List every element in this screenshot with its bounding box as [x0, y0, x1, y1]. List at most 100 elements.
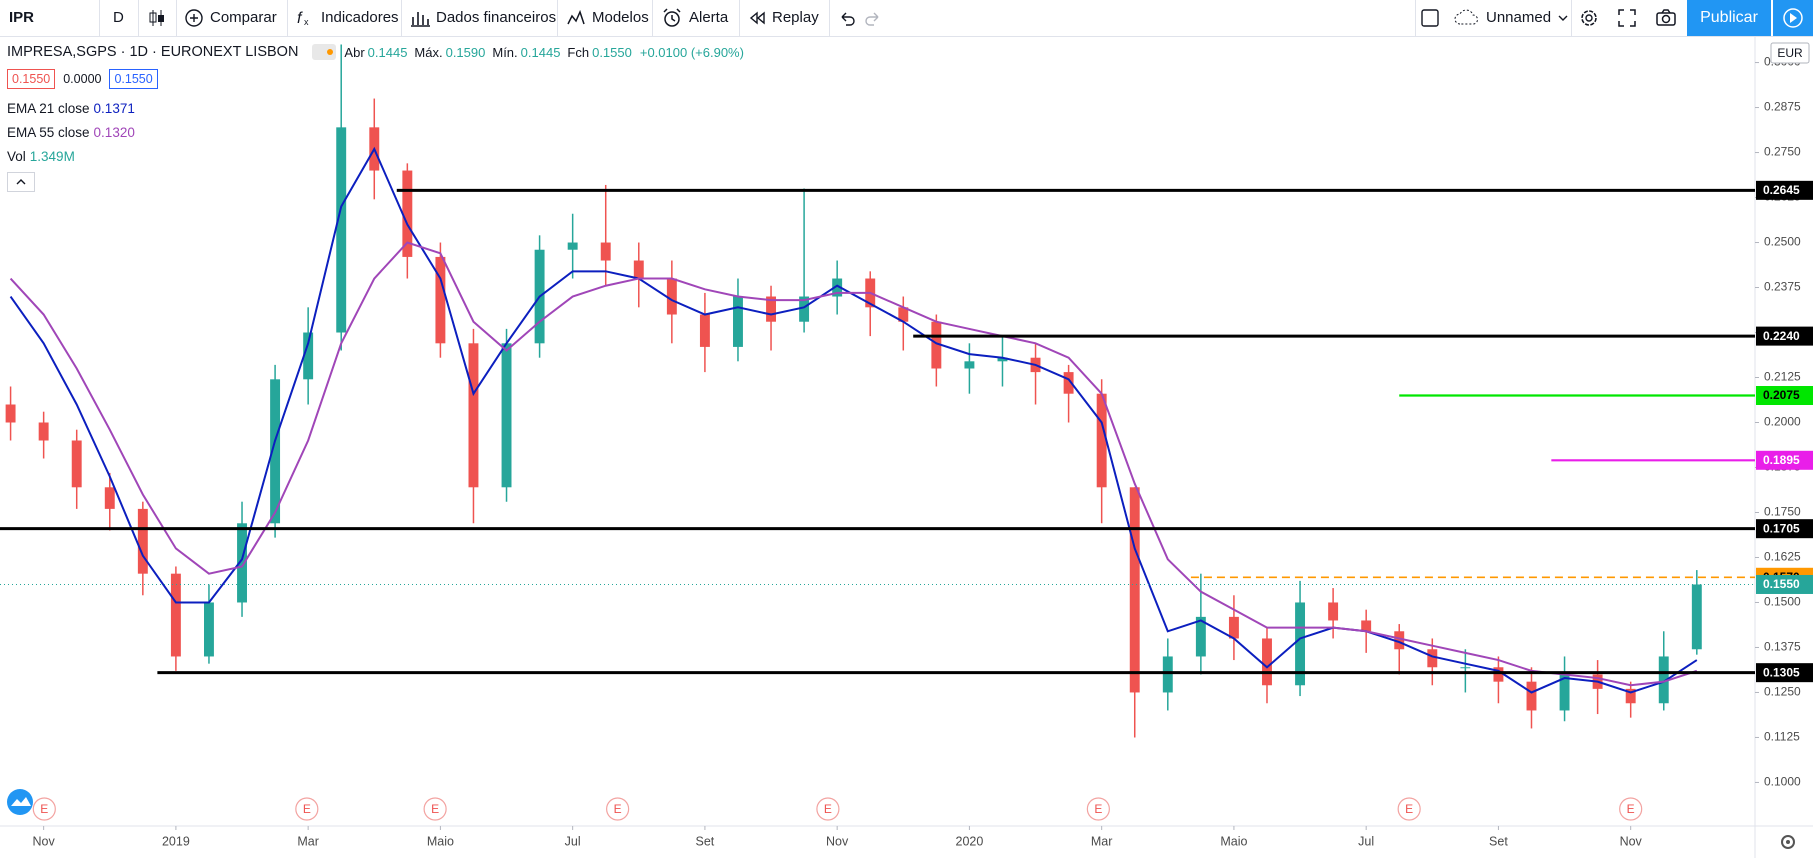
level-label: 0.2075: [1763, 388, 1800, 402]
event-label: E: [1094, 802, 1102, 816]
x-tick-label: Mar: [297, 834, 319, 848]
compare-label: Comparar: [210, 9, 277, 26]
event-label: E: [40, 802, 48, 816]
ohlc-label: Mín.: [492, 44, 518, 60]
ohlc-label: Fch: [567, 44, 590, 60]
redo-button[interactable]: [864, 0, 882, 36]
x-tick-label: Mar: [1091, 834, 1113, 848]
collapse-button[interactable]: [7, 172, 35, 192]
candle-body: [336, 127, 347, 333]
bid-box[interactable]: 0.1550: [7, 69, 56, 89]
event-label: E: [614, 802, 622, 816]
candle-body: [699, 314, 710, 347]
ema21-value: 0.1371: [93, 101, 135, 116]
settings-button[interactable]: [1578, 0, 1600, 36]
layout-toggle[interactable]: [1420, 0, 1440, 36]
layout-label: Unnamed: [1486, 9, 1552, 26]
event-label: E: [303, 802, 311, 816]
event-marker: [1086, 797, 1110, 821]
candle-body: [5, 404, 16, 423]
candle-body: [832, 278, 843, 297]
snapshot-button[interactable]: [1655, 0, 1677, 36]
candle-body: [766, 296, 776, 322]
undo-button[interactable]: [838, 0, 856, 36]
y-tick-label: 0.2500: [1764, 235, 1801, 249]
candle-body: [1162, 656, 1173, 693]
candle-body: [1427, 649, 1438, 668]
candle-body: [1228, 616, 1239, 639]
candle-body: [71, 440, 82, 488]
event-marker: [423, 797, 447, 821]
ema21-name: EMA 21 close: [7, 101, 90, 116]
y-tick-label: 0.1000: [1764, 775, 1801, 789]
x-tick-label: 2020: [956, 834, 984, 848]
replay-button[interactable]: Replay: [748, 0, 819, 36]
candle-body: [435, 256, 446, 344]
candle-body: [1063, 372, 1074, 394]
change: +0.0100 (+6.90%): [639, 44, 744, 60]
symbol[interactable]: IPR: [9, 9, 35, 26]
candle-body: [1262, 638, 1272, 686]
financials-label: Dados financeiros: [436, 9, 557, 26]
ema55-value: 0.1320: [93, 125, 135, 140]
indicators-label: Indicadores: [321, 9, 399, 26]
play-button[interactable]: [1772, 0, 1813, 36]
ohlc-value: 0.1445: [520, 44, 561, 60]
interval[interactable]: D: [113, 9, 124, 26]
event-marker: [1397, 797, 1421, 821]
ema55-row: EMA 55 close 0.1320: [7, 125, 135, 140]
alert-label: Alerta: [689, 9, 729, 26]
alert-button[interactable]: Alerta: [661, 0, 728, 36]
candle-body: [1394, 631, 1405, 650]
event-marker: [606, 797, 630, 821]
settings-icon[interactable]: [1781, 835, 1795, 849]
y-tick-label: 0.1500: [1764, 595, 1801, 609]
x-tick-label: Set: [1489, 834, 1508, 848]
templates-button[interactable]: Modelos: [566, 0, 649, 36]
ohlc-label: Máx.: [414, 44, 443, 60]
symbol-title: IMPRESA,SGPS · 1D · EURONEXT LISBON: [7, 44, 299, 60]
candle-body: [237, 523, 247, 603]
financials-button[interactable]: Dados financeiros: [410, 0, 556, 36]
replay-label: Replay: [772, 9, 819, 26]
layout-name[interactable]: Unnamed: [1454, 0, 1569, 36]
logo[interactable]: [7, 789, 33, 815]
publish-button[interactable]: Publicar: [1687, 0, 1771, 36]
event-marker: [295, 797, 319, 821]
ohlc-row: IMPRESA,SGPS · 1D · EURONEXT LISBON Abr 0…: [7, 44, 744, 60]
currency-box[interactable]: [1770, 42, 1810, 64]
ema-line: [9, 146, 1698, 694]
candle-body: [1295, 602, 1306, 686]
x-tick-label: 2019: [162, 834, 190, 848]
level-label-box: [1756, 386, 1813, 406]
candle-body: [402, 170, 413, 257]
candle-body: [137, 508, 148, 574]
candle-body: [1526, 681, 1537, 711]
x-tick-label: Jul: [565, 834, 581, 848]
candle-body: [964, 361, 975, 369]
y-tick-label: 0.2000: [1764, 415, 1801, 429]
candle-body: [170, 573, 181, 657]
candle-body: [1559, 674, 1570, 711]
candle-body: [468, 343, 479, 488]
y-tick-label: 0.1625: [1764, 550, 1801, 564]
candle-body: [733, 296, 743, 347]
y-tick-label: 0.1250: [1764, 685, 1801, 699]
fullscreen-button[interactable]: [1617, 0, 1637, 36]
level-label: 0.1895: [1763, 453, 1800, 467]
level-label: 0.1305: [1763, 665, 1800, 679]
indicators-button[interactable]: f x Indicadores: [295, 0, 399, 36]
event-label: E: [824, 802, 832, 816]
candle-body: [666, 278, 677, 315]
ohlc-value: 0.1590: [445, 44, 486, 60]
level-label: 0.1705: [1763, 521, 1800, 535]
chart-type[interactable]: [148, 0, 166, 36]
compare-button[interactable]: Comparar: [184, 0, 277, 36]
ask-box[interactable]: 0.1550: [109, 69, 158, 89]
y-tick-label: 0.2375: [1764, 280, 1801, 294]
svg-text:f: f: [297, 10, 303, 27]
candle-body: [270, 379, 281, 524]
